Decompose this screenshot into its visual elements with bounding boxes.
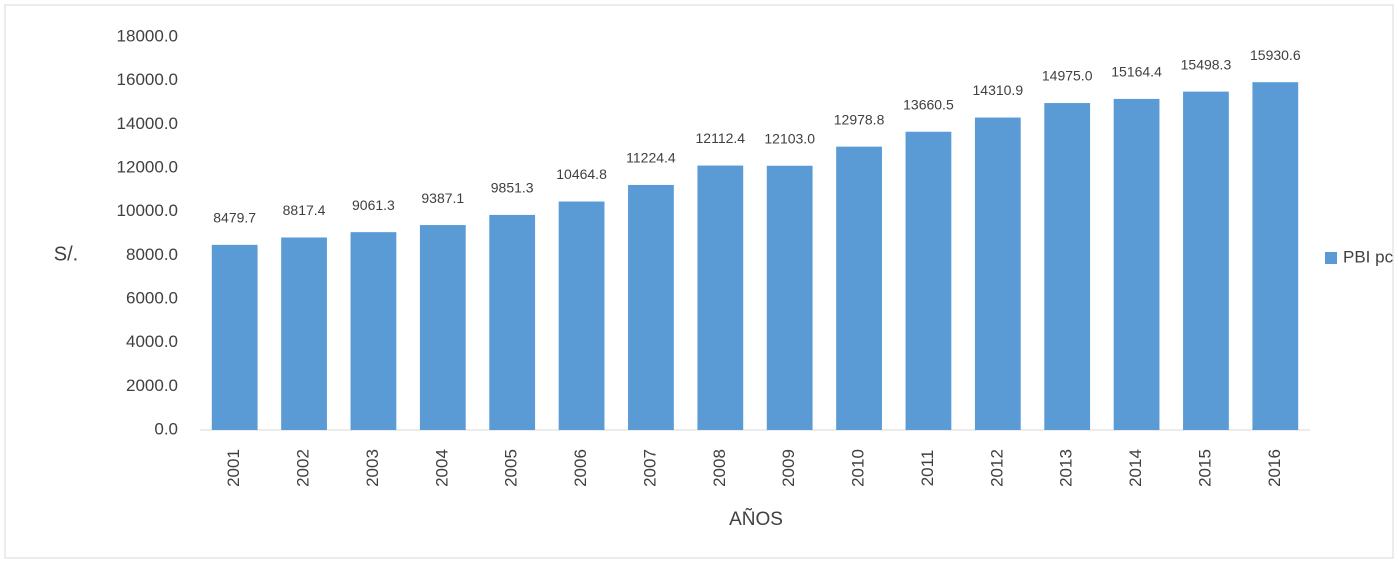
y-tick-label: 16000.0 (117, 70, 178, 89)
bar (211, 244, 258, 430)
x-tick-label: 2005 (502, 449, 521, 487)
value-label: 12112.4 (696, 130, 746, 146)
bar (905, 131, 952, 431)
value-label: 9851.3 (491, 180, 534, 196)
value-label: 9387.1 (421, 190, 464, 206)
x-tick-label: 2002 (294, 449, 313, 487)
bar (1183, 91, 1229, 430)
x-tick-label: 2007 (640, 449, 659, 487)
y-tick-label: 10000.0 (117, 201, 178, 220)
bar (1044, 103, 1091, 430)
value-label: 8479.7 (213, 210, 256, 226)
value-label: 12978.8 (834, 111, 885, 127)
x-tick-label: 2014 (1126, 449, 1145, 487)
bar (350, 232, 397, 430)
x-tick-label: 2008 (710, 449, 729, 487)
y-tick-label: 12000.0 (117, 157, 178, 176)
x-tick-label: 2015 (1195, 449, 1214, 487)
y-tick-label: 0.0 (154, 419, 178, 438)
x-tick-label: 2016 (1265, 449, 1284, 487)
x-tick-label: 2013 (1057, 449, 1076, 487)
x-tick-label: 2011 (918, 450, 937, 487)
bar (1113, 98, 1160, 431)
value-label: 14310.9 (973, 82, 1024, 98)
y-tick-label: 18000.0 (117, 26, 178, 45)
bar (697, 165, 744, 430)
x-tick-label: 2009 (779, 449, 798, 487)
value-label: 15164.4 (1111, 64, 1162, 80)
x-tick-label: 2004 (432, 449, 451, 487)
x-tick-label: 2010 (849, 449, 868, 487)
legend-swatch (1325, 252, 1337, 264)
bar (489, 214, 536, 430)
value-label: 14975.0 (1042, 68, 1093, 84)
y-tick-label: 6000.0 (126, 288, 178, 307)
bar (419, 225, 466, 430)
x-axis-title: AÑOS (729, 508, 783, 530)
value-label: 15498.3 (1181, 56, 1232, 72)
bar (974, 117, 1021, 430)
x-tick-label: 2001 (224, 449, 243, 487)
x-tick-label: 2012 (987, 449, 1006, 487)
value-label: 12103.0 (764, 130, 815, 146)
bar (558, 201, 605, 430)
bar (1252, 82, 1299, 431)
bar (628, 184, 674, 430)
y-tick-label: 4000.0 (126, 332, 178, 351)
bar (281, 237, 327, 430)
y-tick-label: 8000.0 (126, 245, 178, 264)
value-label: 15930.6 (1250, 47, 1301, 63)
bar (766, 165, 813, 430)
value-label: 13660.5 (903, 96, 954, 112)
value-label: 11224.4 (626, 150, 676, 166)
bar (836, 146, 882, 431)
x-tick-label: 2003 (363, 449, 382, 487)
legend-label: PBI pc (1343, 247, 1394, 266)
y-axis-title: S/. (54, 243, 78, 265)
value-label: 8817.4 (283, 202, 326, 218)
value-label: 9061.3 (352, 197, 395, 213)
x-tick-label: 2006 (571, 449, 590, 487)
y-tick-label: 14000.0 (117, 114, 178, 133)
value-label: 10464.8 (556, 166, 607, 182)
y-tick-label: 2000.0 (126, 376, 178, 395)
